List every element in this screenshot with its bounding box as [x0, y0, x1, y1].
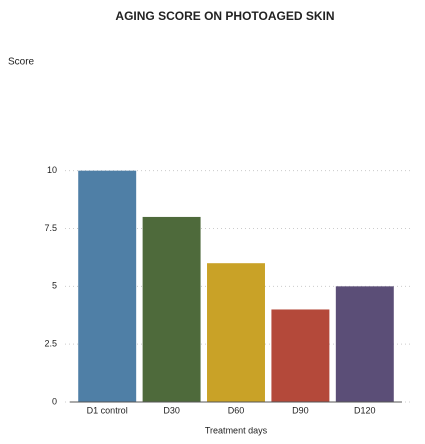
bar [207, 263, 265, 402]
bar [142, 216, 201, 402]
y-tick-label: 0 [52, 396, 57, 406]
y-tick-label: 7.5 [44, 223, 57, 233]
bar [271, 309, 330, 402]
chart-title: AGING SCORE ON PHOTOAGED SKIN [115, 9, 334, 23]
x-tick-label: D60 [228, 405, 245, 415]
y-tick-label: 2.5 [44, 339, 57, 349]
x-axis-title: Treatment days [205, 425, 268, 435]
x-tick-label: D1 control [87, 405, 128, 415]
y-tick-label: 5 [52, 281, 57, 291]
y-tick-label: 10 [47, 165, 57, 175]
bar [335, 286, 394, 402]
y-axis-title: Score [8, 57, 35, 68]
x-tick-label: D30 [163, 405, 180, 415]
x-tick-label: D90 [292, 405, 309, 415]
x-tick-label: D120 [354, 405, 376, 415]
bar [78, 170, 137, 402]
